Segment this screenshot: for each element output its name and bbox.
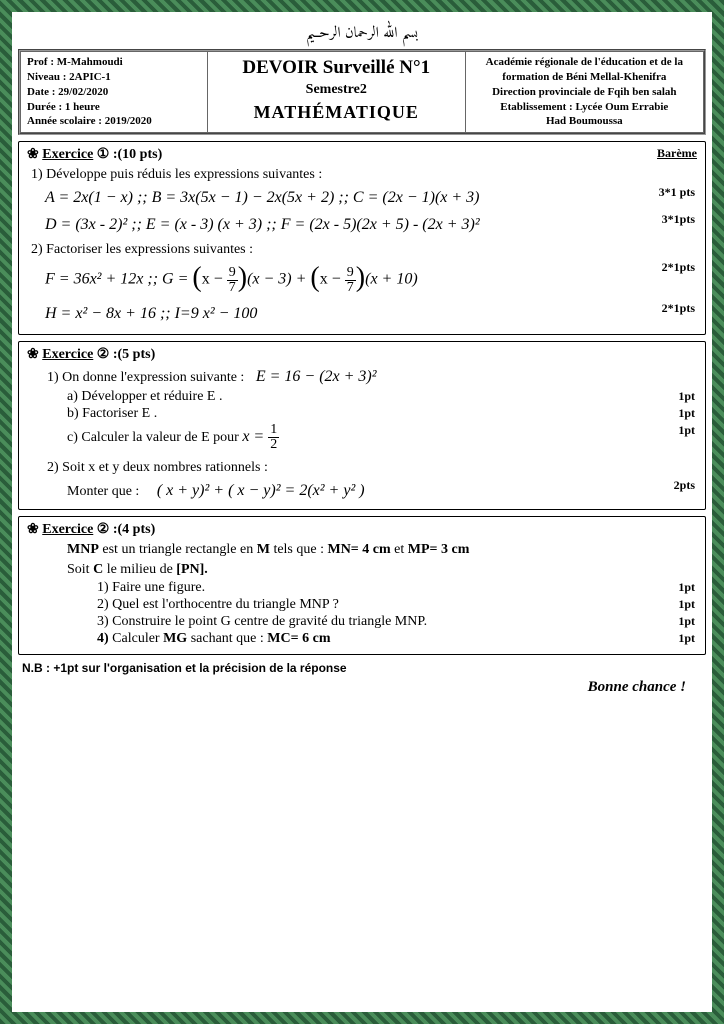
ex3-p2: 1pt <box>678 597 695 612</box>
ex3-label: Exercice <box>42 522 93 537</box>
frac-7b: 7 <box>345 281 356 295</box>
ex3-intro1: MNP est un triangle rectangle en M tels … <box>67 542 697 558</box>
content: Barème ❀ Exercice ① :(10 pts) 1) Dévelop… <box>18 141 706 696</box>
bareme-header: Barème <box>657 146 697 161</box>
ex1-pts1: 3*1 pts <box>659 185 695 200</box>
ex2-c: c) Calculer la valeur de E pour x = 12 <box>67 423 697 452</box>
ex2-b: b) Factoriser E . <box>67 406 697 422</box>
ex3-p4: 1pt <box>678 631 695 646</box>
ex3-i2: 2) Quel est l'orthocentre du triangle MN… <box>97 597 697 613</box>
ex3-i4: 4) Calculer MG sachant que : MC= 6 cm <box>97 631 697 647</box>
ex3-title: ❀ Exercice ② :(4 pts) <box>27 521 697 538</box>
ex1-q2: 2) Factoriser les expressions suivantes … <box>31 242 697 258</box>
ex1-line4: H = x² − 8x + 16 ;; I=9 x² − 100 <box>45 305 697 323</box>
ex3-p1: 1pt <box>678 580 695 595</box>
title-subject: MATHÉMATIQUE <box>214 100 459 124</box>
ex2-show-label: Monter que : <box>67 484 139 499</box>
header-center: DEVOIR Surveillé N°1 Semestre2 MATHÉMATI… <box>208 52 466 132</box>
flower-icon: ❀ <box>27 522 39 537</box>
ex1-line3: F = 36x² + 12x ;; G = (x − 97)(x − 3) + … <box>45 264 697 296</box>
frac-1: 1 <box>268 423 279 438</box>
ex2-q1-text: 1) On donne l'expression suivante : <box>47 370 244 385</box>
ex2-c-pre: c) Calculer la valeur de E pour <box>67 430 242 445</box>
ex1-line2: D = (3x - 2)² ;; E = (x - 3) (x + 3) ;; … <box>45 216 697 234</box>
page-frame: بسم الله الرحمان الرحــيم Prof : M-Mahmo… <box>0 0 724 1024</box>
exercice-3: ❀ Exercice ② :(4 pts) MNP est un triangl… <box>18 516 706 655</box>
ex2-num: ② <box>97 347 110 362</box>
duree: Durée : 1 heure <box>27 101 100 113</box>
title-semester: Semestre2 <box>214 81 459 100</box>
prof: Prof : M-Mahmoudi <box>27 56 123 68</box>
ex2-a: a) Développer et réduire E . <box>67 389 697 405</box>
ex2-show-expr: ( x + y)² + ( x − y)² = 2(x² + y² ) <box>157 482 365 499</box>
ex1-l3b: (x − 3) + <box>247 271 310 288</box>
ex2-ptc: 1pt <box>678 423 695 438</box>
flower-icon: ❀ <box>27 147 39 162</box>
ex1-num: ① <box>97 147 110 162</box>
ex2-pt2: 2pts <box>674 478 695 493</box>
direction: Direction provinciale de Fqih ben salah <box>492 86 676 98</box>
flower-icon: ❀ <box>27 347 39 362</box>
ex2-label: Exercice <box>42 347 93 362</box>
date: Date : 29/02/2020 <box>27 86 108 98</box>
frac-9a: 9 <box>227 266 238 281</box>
ex1-l3a: F = 36x² + 12x ;; G = <box>45 271 192 288</box>
nb-note: N.B : +1pt sur l'organisation et la préc… <box>22 661 706 675</box>
ex1-line1: A = 2x(1 − x) ;; B = 3x(5x − 1) − 2x(5x … <box>45 189 697 207</box>
ex1-pts4: 2*1pts <box>662 301 695 316</box>
ex2-ptb: 1pt <box>678 406 695 421</box>
header-right: Académie régionale de l'éducation et de … <box>466 52 703 132</box>
ex2-q1: 1) On donne l'expression suivante : E = … <box>47 368 697 386</box>
ex1-pts2: 3*1pts <box>662 212 695 227</box>
header-left: Prof : M-Mahmoudi Niveau : 2APIC-1 Date … <box>21 52 208 132</box>
ex3-intro2: Soit C le milieu de [PN]. <box>67 562 697 578</box>
ex2-show: Monter que : ( x + y)² + ( x − y)² = 2(x… <box>67 482 697 500</box>
frac-7a: 7 <box>227 281 238 295</box>
title-main: DEVOIR Surveillé N°1 <box>214 55 459 81</box>
frac-9b: 9 <box>345 266 356 281</box>
ex2-pts: :(5 pts) <box>113 347 155 362</box>
header-table: Prof : M-Mahmoudi Niveau : 2APIC-1 Date … <box>18 49 706 135</box>
ex2-pta: 1pt <box>678 389 695 404</box>
ex2-q2: 2) Soit x et y deux nombres rationnels : <box>47 460 697 476</box>
ex1-l3c: (x + 10) <box>365 271 418 288</box>
etablissement: Etablissement : Lycée Oum Errabie <box>500 101 668 113</box>
ex3-i1: 1) Faire une figure. <box>97 580 697 596</box>
ex1-label: Exercice <box>42 147 93 162</box>
exercice-1: Barème ❀ Exercice ① :(10 pts) 1) Dévelop… <box>18 141 706 335</box>
ex1-pts3: 2*1pts <box>662 260 695 275</box>
ex3-pts: :(4 pts) <box>113 522 155 537</box>
academie: Académie régionale de l'éducation et de … <box>486 56 683 83</box>
ex1-pts: :(10 pts) <box>113 147 162 162</box>
ex2-title: ❀ Exercice ② :(5 pts) <box>27 346 697 363</box>
frac-2: 2 <box>268 438 279 452</box>
annee: Année scolaire : 2019/2020 <box>27 115 152 127</box>
ex1-q1: 1) Développe puis réduis les expressions… <box>31 167 697 183</box>
niveau: Niveau : 2APIC-1 <box>27 71 111 83</box>
bismillah: بسم الله الرحمان الرحــيم <box>18 20 706 47</box>
ex3-p3: 1pt <box>678 614 695 629</box>
exercice-2: ❀ Exercice ② :(5 pts) 1) On donne l'expr… <box>18 341 706 510</box>
ex1-title: ❀ Exercice ① :(10 pts) <box>27 146 697 163</box>
lieu: Had Boumoussa <box>546 115 623 127</box>
ex2-expr: E = 16 − (2x + 3)² <box>256 368 377 385</box>
ex3-num: ② <box>97 522 110 537</box>
bonne-chance: Bonne chance ! <box>18 679 686 696</box>
ex3-i3: 3) Construire le point G centre de gravi… <box>97 614 697 630</box>
